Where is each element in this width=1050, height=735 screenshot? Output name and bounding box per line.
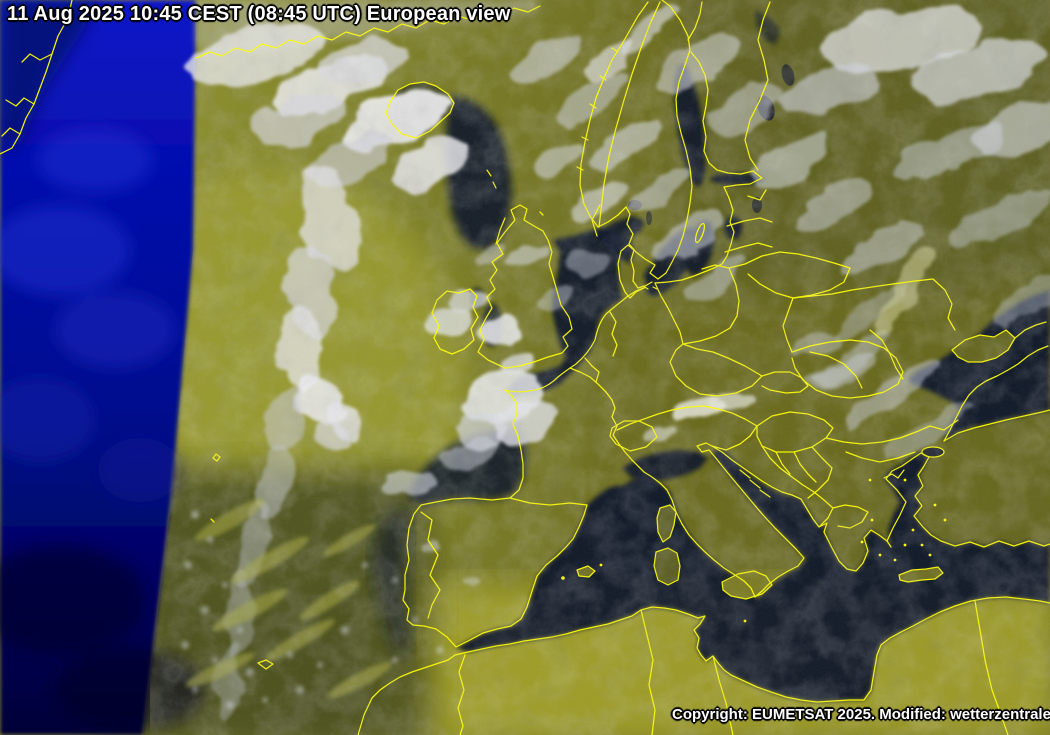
- timestamp-label: 11 Aug 2025 10:45 CEST (08:45 UTC) Europ…: [7, 3, 511, 25]
- grain-overlay: [150, 0, 1050, 735]
- copyright-label: Copyright: EUMETSAT 2025. Modified: wett…: [672, 706, 1050, 723]
